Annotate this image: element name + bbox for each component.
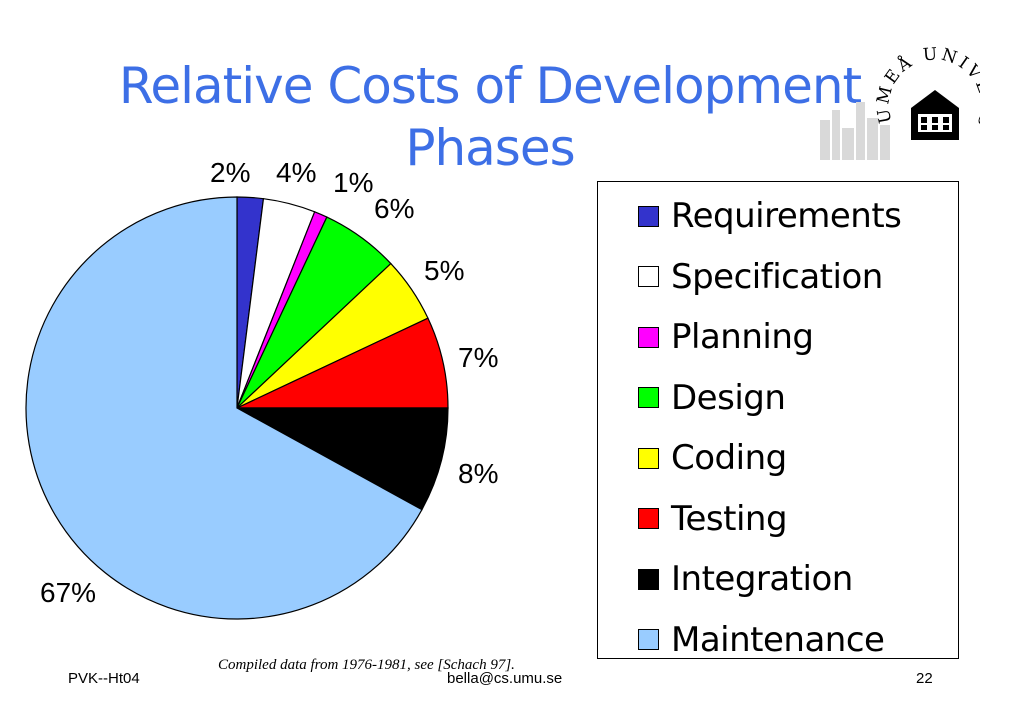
slice-label-maintenance: 67% <box>40 577 96 608</box>
source-caption: Compiled data from 1976-1981, see [Schac… <box>218 657 515 673</box>
legend-swatch <box>638 387 659 408</box>
university-logo: UMEÅ UNIVERSITET <box>800 30 980 160</box>
legend-label: Requirements <box>671 196 902 236</box>
legend-item-specification: Specification <box>638 247 883 307</box>
legend-swatch <box>638 629 659 650</box>
slice-label-integration: 8% <box>458 458 498 489</box>
slice-label-specification: 4% <box>276 157 316 188</box>
slice-label-testing: 7% <box>458 342 498 373</box>
pie-slice-integration <box>236 407 449 511</box>
footer-page-number: 22 <box>916 670 933 687</box>
legend-label: Design <box>671 377 786 418</box>
legend-label: Testing <box>671 498 788 539</box>
legend-swatch <box>638 205 659 227</box>
legend-swatch <box>638 568 659 590</box>
legend-label: Coding <box>671 438 787 478</box>
legend-label: Maintenance <box>671 619 885 660</box>
legend-item-design: Design <box>638 368 786 428</box>
title-line-1: Relative Costs of Development <box>118 57 862 115</box>
footer-email: bella@cs.umu.se <box>447 670 563 687</box>
footer-course-code: PVK--Ht04 <box>68 670 140 687</box>
chart-legend: Requirements Specification Planning Design C… <box>597 181 959 660</box>
legend-label: Planning <box>671 317 814 357</box>
legend-item-coding: Coding <box>638 428 787 488</box>
legend-item-planning: Planning <box>638 307 814 367</box>
legend-swatch <box>638 447 659 469</box>
legend-label: Integration <box>671 559 853 599</box>
slice-label-planning: 1% <box>333 167 373 198</box>
title-line-2: Phases <box>405 119 575 177</box>
pie-slice-maintenance <box>25 196 423 620</box>
slice-label-coding: 5% <box>424 255 464 286</box>
legend-swatch <box>638 266 659 287</box>
slide-title: Relative Costs of Development Phases <box>60 55 920 179</box>
legend-item-maintenance: Maintenance <box>638 610 885 670</box>
slice-label-requirements: 2% <box>210 157 250 188</box>
legend-item-requirements: Requirements <box>638 186 902 246</box>
legend-swatch <box>638 326 659 348</box>
slice-label-design: 6% <box>374 193 414 224</box>
skyline-watermark <box>820 102 890 160</box>
legend-item-integration: Integration <box>638 549 853 609</box>
university-building-seal-icon <box>911 90 959 140</box>
legend-swatch <box>638 508 659 529</box>
legend-item-testing: Testing <box>638 489 788 549</box>
legend-label: Specification <box>671 256 883 297</box>
